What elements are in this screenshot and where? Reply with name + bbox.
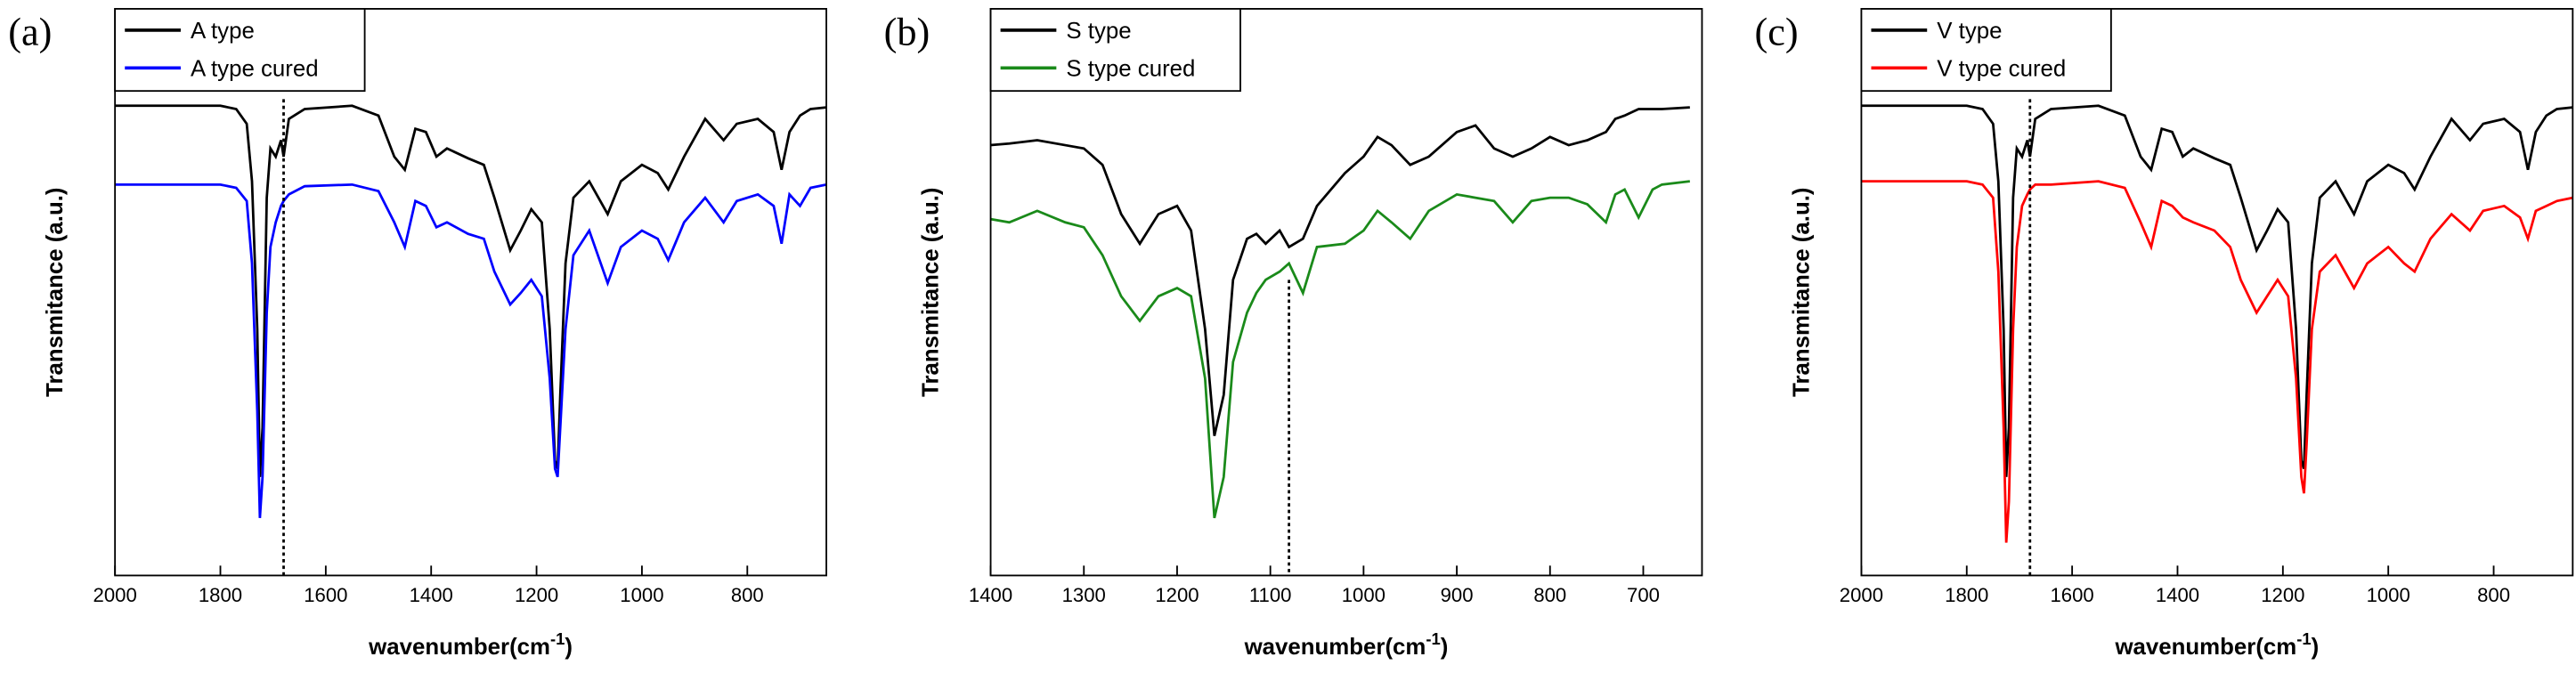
x-tick-label: 1400 (969, 584, 1012, 606)
legend-box (989, 7, 1241, 93)
x-axis-label-text: wavenumber(cm (2114, 635, 2296, 660)
x-tick-label: 1200 (515, 584, 558, 606)
x-tick-label: 1800 (1945, 584, 1988, 606)
plot-frame (989, 7, 1703, 577)
panel-label: (b) (884, 11, 930, 54)
legend-box (1860, 7, 2112, 93)
panel: (c) 2000 1800 1600 1400 1200 1000 800 V type V ty… (1754, 7, 2574, 660)
x-axis-label: wavenumber(cm-1) (368, 629, 573, 660)
x-tick-label: 1200 (1155, 584, 1199, 606)
x-axis-label-end: ) (1441, 635, 1449, 660)
x-axis-label-sup: -1 (550, 629, 565, 648)
x-tick-label: 1800 (199, 584, 242, 606)
legend-label: A type (191, 19, 255, 44)
x-axis-label-sup: -1 (1426, 629, 1440, 648)
spectrum-line (990, 180, 1690, 519)
x-tick-label: 800 (2477, 584, 2510, 606)
x-tick-label: 800 (731, 584, 764, 606)
spectrum-line (115, 182, 827, 518)
x-tick-label: 1100 (1249, 584, 1292, 606)
legend-label: A type cured (191, 57, 319, 82)
x-axis-label-end: ) (2312, 635, 2320, 660)
x-tick-label: 2000 (93, 584, 137, 606)
x-tick-label: 1400 (2156, 584, 2199, 606)
panel: (b) 1400 1300 1200 1100 1000 900 800 700 S type S … (884, 7, 1703, 660)
x-axis-label-text: wavenumber(cm (368, 635, 550, 660)
x-tick-label: 2000 (1840, 584, 1883, 606)
legend-label: V type cured (1937, 57, 2066, 82)
legend-box (114, 7, 366, 93)
panel-label: (c) (1754, 11, 1798, 54)
x-tick-label: 1000 (620, 584, 663, 606)
panel-label: (a) (8, 11, 52, 54)
x-axis-label: wavenumber(cm-1) (1244, 629, 1449, 660)
spectrum-line (1861, 180, 2573, 543)
x-tick-label: 800 (1533, 584, 1566, 606)
spectrum-line (115, 104, 827, 477)
y-axis-label: Transmitance (a.u.) (43, 187, 68, 396)
x-tick-label: 1300 (1062, 584, 1106, 606)
plot-frame (114, 7, 827, 577)
x-tick-label: 1400 (410, 584, 453, 606)
x-tick-label: 1600 (2051, 584, 2094, 606)
spectrum-line (1861, 104, 2573, 477)
x-axis-label-end: ) (565, 635, 573, 660)
legend-label: V type (1937, 19, 2002, 44)
x-axis-label-sup: -1 (2296, 629, 2311, 648)
x-tick-label: 1200 (2261, 584, 2304, 606)
legend-label: S type cured (1066, 57, 1195, 82)
y-axis-label: Transmitance (a.u.) (1789, 187, 1814, 396)
x-tick-label: 1000 (2367, 584, 2410, 606)
legend-label: S type (1066, 19, 1131, 44)
x-tick-label: 1600 (304, 584, 347, 606)
x-axis-label-text: wavenumber(cm (1244, 635, 1426, 660)
x-axis-label: wavenumber(cm-1) (2114, 629, 2319, 660)
y-axis-label: Transmitance (a.u.) (919, 187, 944, 396)
x-tick-label: 900 (1441, 584, 1474, 606)
x-tick-label: 1000 (1342, 584, 1386, 606)
x-tick-label: 700 (1627, 584, 1660, 606)
panel: (a) 2000 1800 1600 1400 1200 1000 800 A type A ty… (8, 7, 827, 660)
plot-frame (1860, 7, 2574, 577)
spectrum-line (990, 106, 1690, 436)
